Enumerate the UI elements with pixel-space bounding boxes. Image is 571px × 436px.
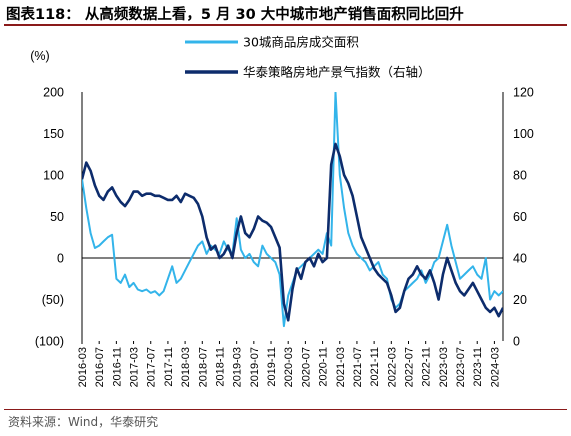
x-tick-label: 2016-07	[94, 347, 106, 387]
x-tick-label: 2020-07	[300, 347, 312, 387]
right-tick-label: 120	[513, 86, 534, 100]
x-tick-label: 2022-07	[403, 347, 415, 387]
left-tick-label: (100)	[35, 335, 64, 349]
legend-label-1: 30城商品房成交面积	[243, 35, 359, 50]
x-tick-label: 2017-07	[146, 347, 158, 387]
x-tick-label: 2023-03	[438, 347, 450, 387]
left-tick-label: 100	[43, 169, 64, 183]
x-tick-label: 2023-11	[472, 347, 484, 387]
left-tick-label: 50	[50, 210, 64, 224]
x-tick-label: 2019-11	[266, 347, 278, 387]
left-tick-label: (50)	[42, 293, 64, 307]
x-tick-label: 2023-07	[455, 347, 467, 387]
x-tick-label: 2021-11	[369, 347, 381, 387]
right-tick-label: 0	[513, 335, 520, 349]
left-tick-label: 0	[57, 252, 64, 266]
left-tick-label: 150	[43, 127, 64, 141]
x-tick-label: 2021-03	[335, 347, 347, 387]
legend-label-2: 华泰策略房地产景气指数（右轴）	[243, 65, 431, 80]
x-tick-label: 2018-11	[214, 347, 226, 387]
right-tick-label: 20	[513, 293, 527, 307]
title-rule	[4, 24, 567, 26]
page-title: 图表118： 从高频数据上看，5 月 30 大中城市地产销售面积同比回升	[6, 7, 464, 23]
x-tick-label: 2019-03	[232, 347, 244, 387]
x-tick-label: 2017-11	[163, 347, 175, 387]
x-axis: 2016-03 2016-07 2016-11 2017-03 2017-07 2017-…	[77, 341, 501, 387]
right-tick-label: 60	[513, 210, 527, 224]
x-tick-label: 2016-11	[111, 347, 123, 387]
left-tick-label: 200	[43, 86, 64, 100]
x-tick-label: 2020-11	[318, 347, 330, 387]
x-tick-label: 2022-03	[386, 347, 398, 387]
right-axis: 120 100 80 60 40 20 0	[502, 86, 534, 349]
x-tick-label: 2018-07	[197, 347, 209, 387]
right-tick-label: 40	[513, 252, 527, 266]
x-tick-label: 2021-07	[352, 347, 364, 387]
x-tick-label: 2016-03	[77, 347, 89, 387]
x-tick-label: 2018-03	[180, 347, 192, 387]
x-tick-label: 2022-11	[421, 347, 433, 387]
series-line-2	[82, 142, 503, 322]
right-tick-label: 80	[513, 169, 527, 183]
plot-area	[82, 92, 503, 328]
footer-rule	[4, 409, 567, 410]
x-tick-label: 2020-03	[283, 347, 295, 387]
source-note: 资料来源：Wind，华泰研究	[8, 415, 159, 429]
left-axis: (%) 200 150 100 50 0 (50) (100)	[30, 49, 83, 349]
right-tick-label: 100	[513, 127, 534, 141]
x-tick-label: 2024-03	[489, 347, 501, 387]
left-axis-unit: (%)	[30, 49, 49, 63]
x-tick-label: 2019-07	[249, 347, 261, 387]
x-tick-label: 2017-03	[129, 347, 141, 387]
